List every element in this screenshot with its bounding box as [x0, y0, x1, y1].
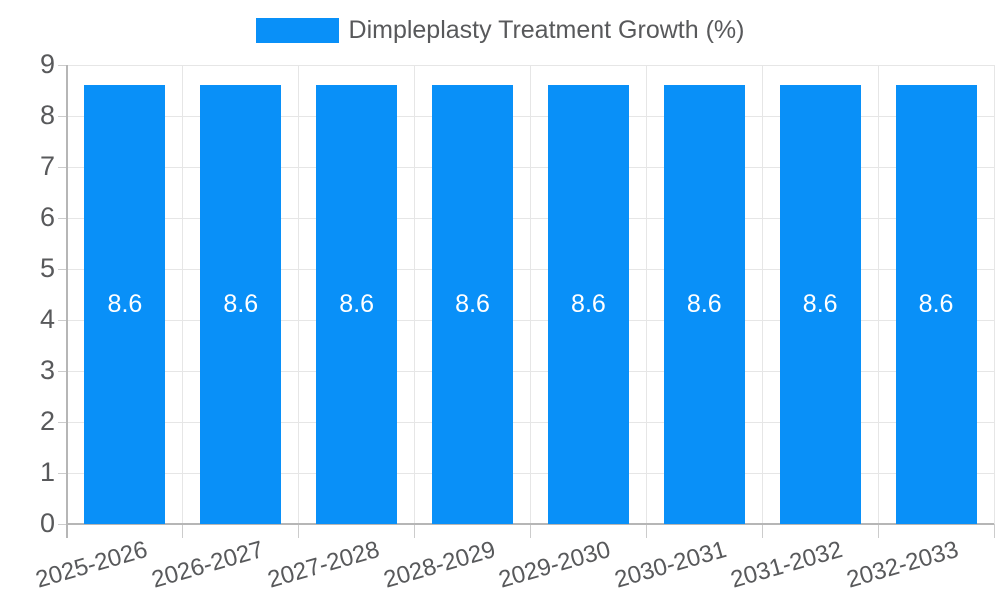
y-tick-label: 0 [39, 508, 55, 538]
x-gridline [993, 65, 995, 524]
y-tick-mark [58, 115, 67, 117]
bar-value-label: 8.6 [686, 289, 722, 318]
x-gridline [645, 65, 647, 524]
y-tick-label: 9 [39, 49, 55, 79]
bar[interactable] [200, 85, 282, 524]
x-tick-mark [993, 524, 995, 538]
bar[interactable] [432, 85, 514, 524]
y-tick-mark [58, 370, 67, 372]
y-tick-mark [58, 268, 67, 270]
bar-value-label: 8.6 [918, 289, 954, 318]
bar-value-label: 8.6 [455, 289, 490, 318]
bar-value-label: 8.6 [339, 289, 375, 318]
y-tick-mark [58, 166, 67, 168]
bar-value-label: 8.6 [107, 289, 143, 318]
x-gridline [530, 65, 531, 524]
x-axis-line [67, 523, 994, 525]
x-gridline [298, 65, 300, 524]
bar[interactable] [547, 85, 629, 524]
y-tick-mark [58, 319, 67, 321]
bar[interactable] [779, 85, 861, 524]
y-tick-label: 6 [39, 202, 55, 232]
bar-value-label: 8.6 [802, 289, 838, 318]
legend-swatch [255, 18, 339, 44]
y-tick-label: 5 [39, 253, 55, 283]
y-tick-mark [58, 472, 67, 474]
x-tick-mark [530, 524, 531, 538]
bar[interactable] [84, 85, 166, 524]
y-tick-mark [58, 523, 67, 525]
x-gridline [761, 65, 763, 524]
bar[interactable] [663, 85, 745, 524]
x-gridline [877, 65, 879, 524]
x-tick-mark [761, 524, 763, 538]
x-gridline [414, 65, 416, 524]
y-tick-label: 4 [39, 304, 55, 334]
x-gridline [182, 65, 184, 524]
y-axis-line [66, 65, 68, 538]
bar-value-label: 8.6 [223, 289, 259, 318]
legend-label: Dimpleplasty Treatment Growth (%) [348, 16, 745, 44]
bar[interactable] [895, 85, 977, 524]
x-tick-mark [414, 524, 416, 538]
y-tick-label: 7 [39, 151, 55, 181]
y-tick-label: 3 [39, 355, 55, 385]
x-tick-mark [298, 524, 300, 538]
y-tick-mark [58, 64, 67, 66]
y-tick-mark [58, 421, 67, 423]
y-tick-label: 8 [39, 100, 55, 130]
y-tick-label: 2 [39, 406, 55, 436]
x-tick-mark [182, 524, 184, 538]
y-tick-label: 1 [39, 457, 55, 487]
bar[interactable] [316, 85, 398, 524]
x-tick-mark [877, 524, 879, 538]
x-tick-mark [645, 524, 647, 538]
chart-legend[interactable]: Dimpleplasty Treatment Growth (%) [0, 16, 1000, 45]
y-tick-mark [58, 217, 67, 219]
bar-value-label: 8.6 [571, 289, 606, 318]
